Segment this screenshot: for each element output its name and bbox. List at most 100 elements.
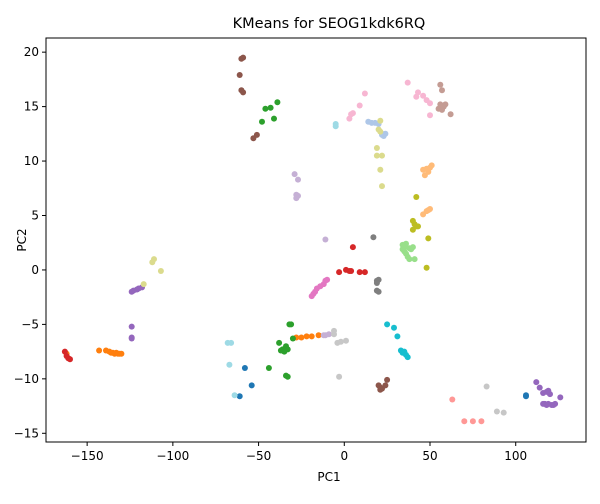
data-point-cluster-2-12: [298, 334, 305, 341]
data-point-cluster-15-3: [337, 338, 344, 345]
data-point-cluster-8-13: [547, 391, 553, 398]
data-point-cluster-4-12: [262, 105, 269, 112]
data-point-cluster-16-4: [409, 226, 416, 233]
x-tick-label: 50: [422, 449, 437, 463]
y-tick-label: 0: [31, 263, 39, 277]
data-point-cluster-13-11: [427, 112, 433, 119]
data-point-cluster-7-3: [478, 418, 485, 425]
data-point-cluster-14-5: [373, 280, 380, 286]
data-point-cluster-11-1: [439, 87, 445, 94]
x-tick-label: −150: [71, 449, 104, 463]
data-point-cluster-11-0: [437, 81, 444, 88]
data-point-cluster-7-1: [461, 418, 468, 425]
data-point-cluster-15-7: [493, 408, 500, 415]
data-point-cluster-10-4: [240, 89, 247, 96]
data-point-cluster-8-20: [552, 400, 559, 407]
x-tick-label: −50: [246, 449, 271, 463]
data-point-cluster-6-9: [361, 269, 368, 276]
data-point-cluster-13-10: [427, 100, 433, 107]
x-tick-label: 100: [504, 449, 527, 463]
data-point-cluster-6-10: [349, 244, 356, 251]
data-point-cluster-0-0: [241, 365, 248, 371]
data-point-cluster-9-0: [291, 171, 298, 178]
data-point-cluster-2-1: [96, 347, 103, 354]
data-point-cluster-14-4: [375, 288, 382, 295]
data-point-cluster-2-15: [315, 332, 322, 339]
data-point-cluster-17-9: [377, 166, 384, 173]
data-point-cluster-8-5: [128, 323, 135, 330]
data-point-cluster-4-6: [288, 321, 295, 328]
data-point-cluster-13-3: [356, 102, 363, 109]
data-point-cluster-9-1: [295, 176, 301, 183]
data-point-cluster-2-14: [308, 333, 315, 340]
data-point-cluster-18-0: [384, 321, 391, 328]
data-point-cluster-3-4: [428, 162, 435, 169]
data-point-cluster-17-3: [140, 281, 147, 288]
y-tick-label: 20: [24, 45, 39, 59]
data-point-cluster-10-11: [384, 376, 391, 383]
data-point-cluster-6-7: [348, 268, 355, 274]
data-point-cluster-15-8: [500, 409, 507, 416]
x-axis-label: PC1: [317, 470, 340, 484]
data-point-cluster-13-5: [404, 79, 411, 86]
data-point-cluster-4-11: [259, 118, 265, 125]
data-point-cluster-13-7: [415, 89, 421, 96]
data-point-cluster-19-4: [226, 361, 233, 368]
data-point-cluster-9-8: [325, 331, 332, 338]
x-tick-label: −100: [156, 449, 189, 463]
data-point-cluster-6-3: [67, 356, 73, 363]
data-point-cluster-4-13: [267, 104, 274, 111]
data-point-cluster-19-1: [332, 123, 339, 130]
data-point-cluster-17-4: [373, 145, 380, 151]
data-point-cluster-10-6: [253, 131, 260, 138]
data-point-cluster-18-1: [391, 324, 397, 331]
data-point-cluster-0-2: [236, 393, 243, 400]
data-point-cluster-18-2: [394, 333, 401, 340]
data-point-cluster-4-4: [284, 346, 291, 353]
data-point-cluster-17-5: [373, 152, 380, 159]
x-axis-ticks: −150 −100 −50 0 50 100: [71, 442, 527, 463]
data-point-cluster-15-6: [483, 383, 490, 390]
data-point-cluster-13-2: [349, 110, 356, 117]
y-tick-label: −5: [21, 317, 39, 331]
data-point-cluster-5-6: [406, 256, 413, 263]
data-point-cluster-4-7: [289, 335, 296, 342]
y-tick-label: −10: [14, 372, 39, 386]
data-point-cluster-4-14: [271, 115, 277, 122]
data-point-cluster-17-6: [379, 152, 385, 159]
data-points: [61, 54, 564, 425]
data-point-cluster-10-10: [382, 382, 389, 389]
data-point-cluster-15-4: [343, 337, 349, 344]
y-tick-label: 5: [31, 208, 39, 222]
data-point-cluster-19-5: [231, 392, 238, 399]
chart-title: KMeans for SEOG1kdk6RQ: [233, 16, 426, 32]
data-point-cluster-6-4: [336, 269, 343, 276]
data-point-cluster-16-7: [423, 264, 430, 271]
data-point-cluster-0-1: [248, 382, 255, 389]
data-point-cluster-12-7: [324, 276, 331, 283]
plot-frame: [45, 37, 587, 443]
data-point-cluster-3-9: [425, 207, 432, 214]
data-point-cluster-17-2: [157, 268, 164, 274]
data-point-cluster-11-7: [447, 111, 454, 118]
data-point-cluster-14-0: [370, 234, 377, 241]
data-point-cluster-6-8: [356, 269, 363, 276]
data-point-cluster-4-8: [265, 365, 272, 371]
data-point-cluster-7-0: [449, 396, 456, 403]
data-point-cluster-17-11: [377, 128, 384, 135]
x-tick-label: 0: [340, 449, 348, 463]
data-point-cluster-2-10: [118, 350, 125, 357]
data-point-cluster-17-10: [379, 183, 385, 190]
y-axis-label: PC2: [15, 228, 29, 251]
data-point-cluster-5-10: [411, 256, 418, 263]
data-point-cluster-16-6: [425, 235, 432, 242]
data-point-cluster-11-6: [442, 101, 449, 108]
data-point-cluster-16-5: [413, 194, 420, 200]
data-point-cluster-8-9: [536, 384, 543, 391]
data-point-cluster-4-10: [284, 373, 291, 380]
data-point-cluster-7-2: [469, 418, 476, 425]
data-point-cluster-0-4: [523, 393, 529, 400]
data-point-cluster-3-5: [421, 172, 428, 179]
